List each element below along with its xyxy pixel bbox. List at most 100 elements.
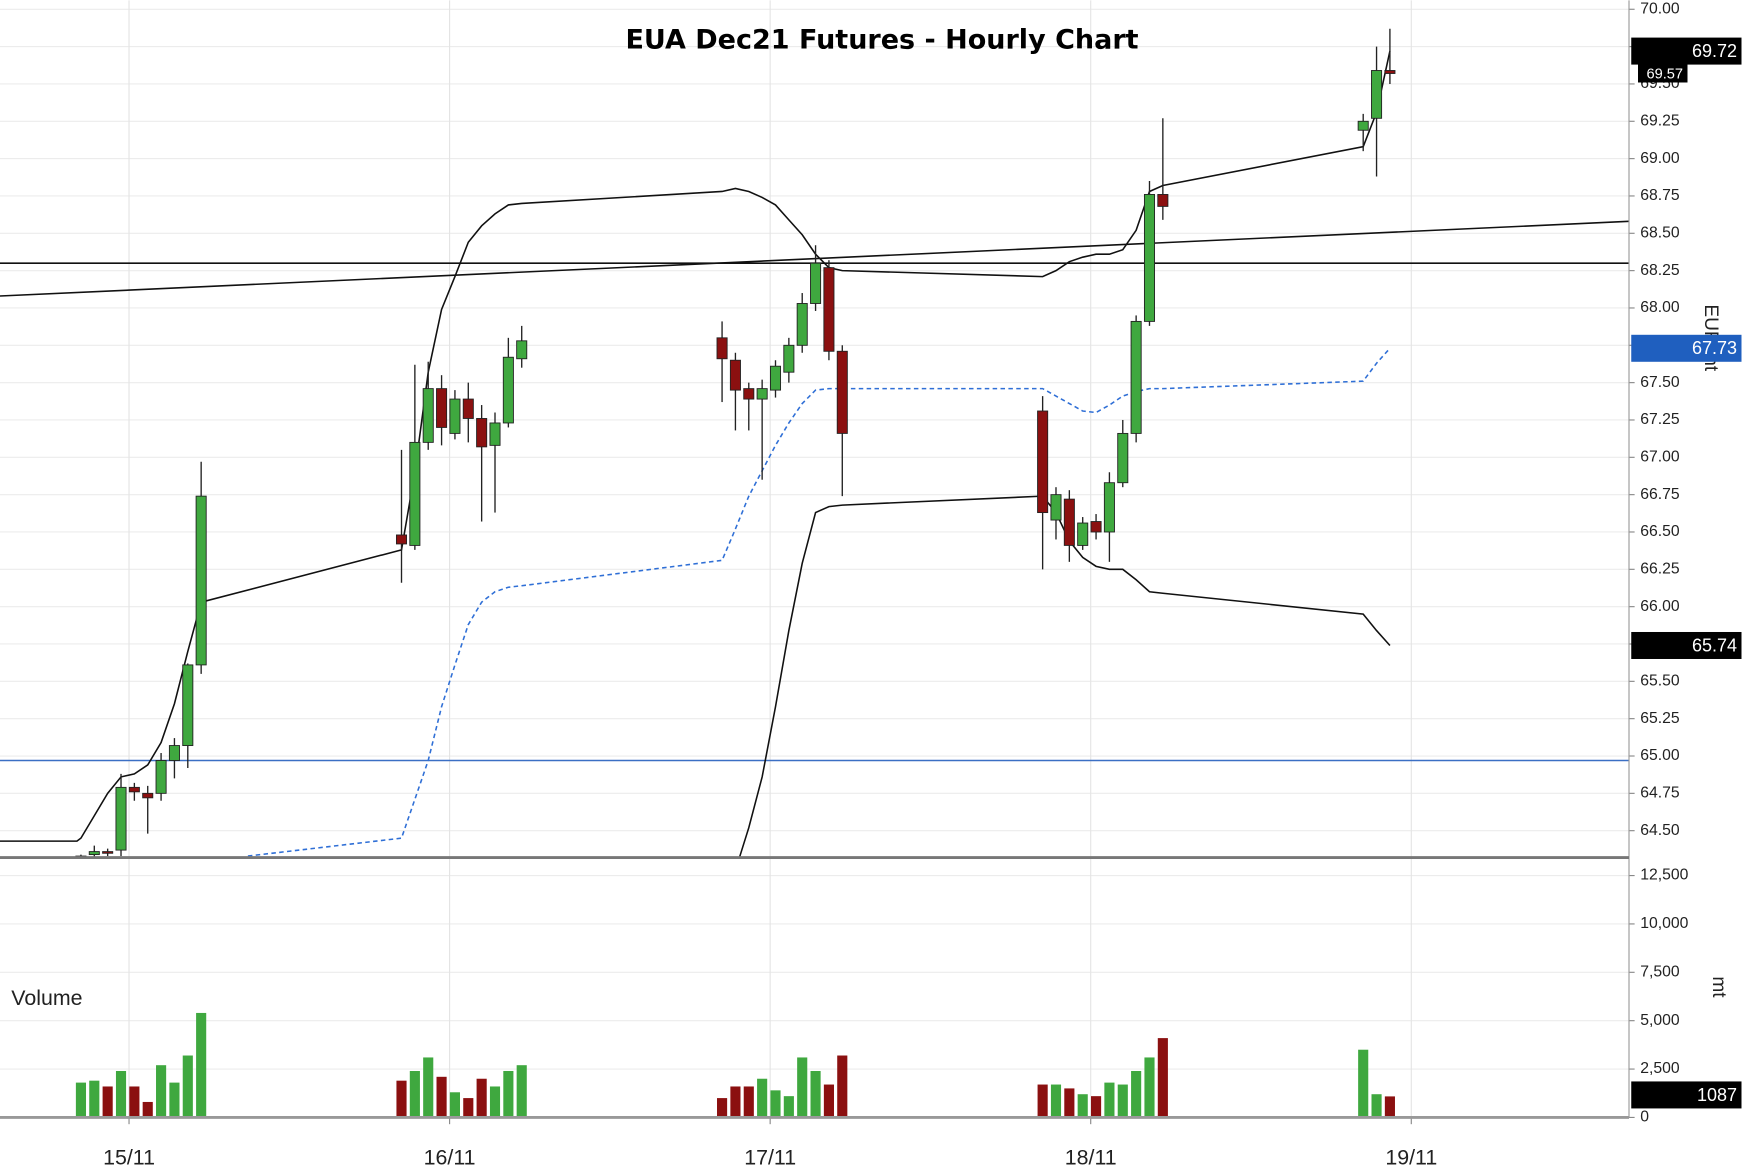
- y-tick-label: 69.25: [1640, 112, 1680, 129]
- y-tick-label: 66.00: [1640, 598, 1680, 615]
- volume-pane: [75, 1012, 1395, 1118]
- volume-bar: [396, 1080, 407, 1118]
- candle-body: [449, 398, 461, 434]
- volume-bar: [1077, 1094, 1088, 1118]
- last-volume-marker: 1087: [1631, 1081, 1742, 1109]
- candle-body: [1103, 482, 1115, 533]
- candle-body: [1037, 410, 1049, 514]
- volume-bar: [476, 1078, 487, 1118]
- candle-body: [743, 388, 755, 400]
- candle-body: [1130, 320, 1142, 434]
- y-tick-label: 7,500: [1640, 963, 1680, 980]
- marker-label: 67.73: [1692, 338, 1737, 358]
- volume-bar: [823, 1084, 834, 1118]
- candle-body: [128, 786, 140, 793]
- y-tick-label: 68.00: [1640, 299, 1680, 316]
- volume-bar: [75, 1082, 87, 1118]
- candle-body: [796, 303, 808, 346]
- volume-bar: [1050, 1084, 1062, 1118]
- candle-body: [1371, 70, 1383, 119]
- volume-bar: [1384, 1096, 1395, 1118]
- candle-body: [436, 388, 448, 428]
- volume-bar: [423, 1057, 434, 1118]
- candle-body: [823, 267, 835, 352]
- volume-bar: [503, 1070, 514, 1118]
- volume-bar: [102, 1086, 113, 1118]
- volume-bar: [810, 1070, 821, 1118]
- x-tick-label: 19/11: [1385, 1146, 1437, 1170]
- candle-body: [1077, 522, 1089, 546]
- y-tick-label: 67.00: [1640, 448, 1680, 465]
- candle-body: [115, 786, 127, 851]
- pane-label: Volume: [11, 986, 82, 1010]
- y-tick-label: 66.50: [1640, 523, 1680, 540]
- y-tick-label: 2,500: [1640, 1060, 1680, 1077]
- marker-box: [1631, 1081, 1742, 1109]
- y-tick-label: 65.25: [1640, 710, 1680, 727]
- volume-bar: [449, 1092, 460, 1118]
- y-tick-label: 0: [1640, 1109, 1649, 1126]
- volume-bar: [129, 1086, 140, 1118]
- candle-body: [102, 851, 114, 854]
- candle-body: [168, 745, 180, 761]
- y-tick-label: 68.75: [1640, 187, 1680, 204]
- volume-bar: [489, 1086, 501, 1118]
- candle-body: [1143, 194, 1156, 322]
- volume-bar: [1157, 1038, 1168, 1118]
- volume-bar: [409, 1070, 420, 1118]
- candle-body: [783, 344, 795, 373]
- volume-bar: [770, 1090, 781, 1118]
- candle-body: [409, 441, 421, 546]
- candle-body: [769, 365, 782, 391]
- candle-body: [462, 398, 474, 419]
- candle-body: [195, 495, 207, 666]
- y-tick-label: 65.00: [1640, 747, 1680, 764]
- grid: [0, 0, 1629, 1118]
- overlay-line: [0, 220, 1629, 297]
- volume-bar: [1117, 1084, 1128, 1118]
- volume-bar: [182, 1055, 193, 1118]
- value-marker: 67.73: [1631, 334, 1742, 362]
- volume-bar: [436, 1076, 447, 1118]
- volume-bar: [1371, 1094, 1382, 1118]
- marker-label: 69.72: [1692, 41, 1737, 61]
- y-tick-label: 67.50: [1640, 374, 1680, 391]
- volume-bar: [142, 1101, 153, 1118]
- candle-body: [1050, 494, 1062, 521]
- price-pane: [0, 28, 1629, 858]
- candle-body: [476, 418, 488, 448]
- candle-body: [1063, 498, 1075, 546]
- y-tick-label: 69.00: [1640, 150, 1680, 167]
- marker-label: 65.74: [1692, 635, 1737, 655]
- candle-body: [516, 340, 528, 360]
- overlay-line: [738, 495, 1391, 858]
- candle-body: [716, 337, 728, 360]
- candle-body: [502, 356, 514, 424]
- volume-bar: [837, 1055, 848, 1118]
- y-tick-label: 68.50: [1640, 224, 1680, 241]
- candle-body: [88, 851, 100, 856]
- candle-body: [182, 664, 194, 747]
- volume-bar: [730, 1086, 741, 1118]
- volume-bar: [743, 1086, 754, 1118]
- volume-bar: [797, 1057, 808, 1118]
- y-tick-label: 66.75: [1640, 486, 1680, 503]
- y-tick-label: 66.25: [1640, 560, 1680, 577]
- candle-body: [422, 388, 434, 443]
- marker-box: [1631, 37, 1742, 65]
- volume-bar: [783, 1096, 794, 1118]
- y-tick-label: 67.25: [1640, 411, 1680, 428]
- volume-bar: [1131, 1070, 1142, 1118]
- x-tick-label: 16/11: [424, 1146, 476, 1170]
- y-axis-title: mt: [1708, 976, 1729, 998]
- overlay-line: [247, 347, 1391, 857]
- y-tick-label: 12,500: [1640, 867, 1688, 884]
- marker-label: 69.57: [1646, 66, 1683, 82]
- value-marker: 69.72: [1631, 37, 1742, 65]
- x-tick-label: 18/11: [1065, 1146, 1117, 1170]
- candle-body: [1090, 521, 1102, 533]
- volume-bar: [196, 1012, 207, 1118]
- marker-box: [1631, 334, 1742, 362]
